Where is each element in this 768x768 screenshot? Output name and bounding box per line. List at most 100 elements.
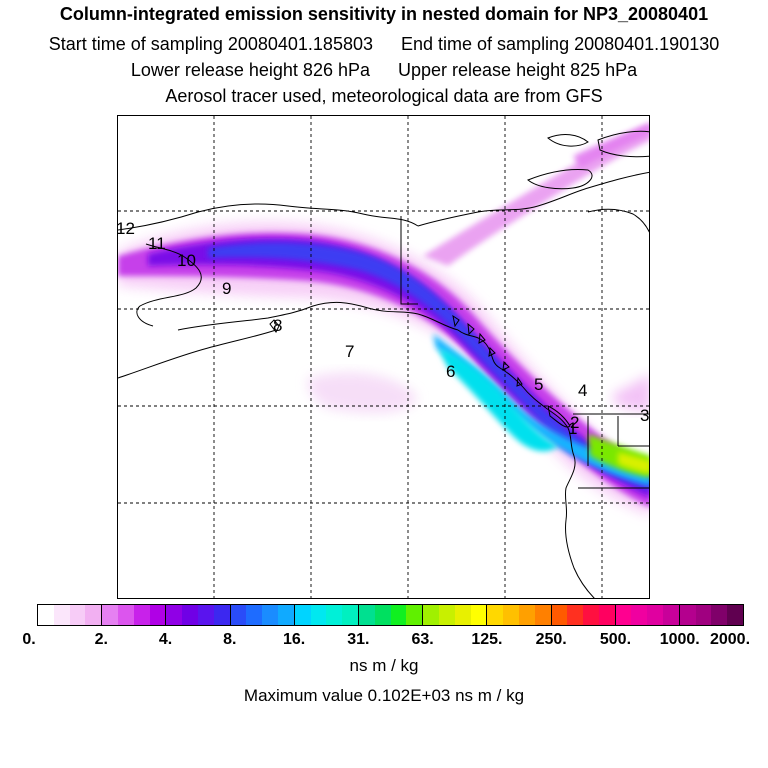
release-point-11: 11 xyxy=(148,234,166,253)
colorbar-swatch xyxy=(534,605,552,625)
plume-yellow-core xyxy=(618,452,649,474)
colorbar-swatch xyxy=(38,605,54,625)
colorbar-swatch xyxy=(117,605,134,625)
plume-ne-tail xyxy=(573,124,649,168)
colorbar-tick-label: 0. xyxy=(22,631,36,648)
colorbar-tick-label: 1000. xyxy=(659,631,700,648)
colorbar-swatch xyxy=(277,605,295,625)
colorbar-tick-label: 2. xyxy=(94,631,108,648)
plot-title: Column-integrated emission sensitivity i… xyxy=(59,4,709,24)
coast-arctic-islands xyxy=(527,130,649,190)
sensitivity-plume xyxy=(118,122,649,516)
colorbar-swatch xyxy=(197,605,214,625)
release-point-6: 6 xyxy=(446,362,455,381)
plume-outer-haze xyxy=(118,222,649,516)
colorbar-swatch xyxy=(310,605,327,625)
coast-alaska-west xyxy=(136,243,202,327)
colorbar-swatch xyxy=(711,605,728,625)
release-point-12: 12 xyxy=(118,219,135,238)
tracer-info: Aerosol tracer used, meteorological data… xyxy=(165,86,603,106)
colorbar-swatch xyxy=(85,605,103,625)
colorbar-swatch xyxy=(695,605,712,625)
colorbar-swatch xyxy=(423,605,439,625)
colorbar-tick-label: 125. xyxy=(471,631,503,648)
coastlines xyxy=(118,130,649,598)
release-point-3: 3 xyxy=(640,406,649,425)
sensitivity-map: 1 2 3 4 5 6 7 8 9 10 11 12 xyxy=(117,115,650,599)
coast-canada-arctic xyxy=(417,171,649,227)
release-point-4: 4 xyxy=(578,381,587,400)
colorbar-swatch xyxy=(454,605,471,625)
release-point-10: 10 xyxy=(177,251,196,270)
plume-cyan-patch xyxy=(438,348,558,452)
colorbar-swatch xyxy=(727,605,744,625)
coast-west-us xyxy=(565,519,595,598)
maximum-value-label: Maximum value 0.102E+03 ns m / kg xyxy=(243,686,525,705)
coast-vancouver-island xyxy=(547,405,571,428)
coast-hudson-bay xyxy=(587,208,649,233)
colorbar-swatch xyxy=(230,605,247,625)
colorbar-swatch xyxy=(438,605,455,625)
colorbar-swatch xyxy=(583,605,599,625)
colorbar-swatch xyxy=(374,605,391,625)
release-point-labels: 1 2 3 4 5 6 7 8 9 10 11 12 xyxy=(118,219,649,438)
colorbar-swatch xyxy=(503,605,519,625)
start-time-label: Start time of sampling 20080401.185803 xyxy=(48,34,373,54)
province-borders xyxy=(578,416,649,489)
release-heights: Lower release height 826 hPa Upper releas… xyxy=(0,60,768,81)
colorbar xyxy=(37,604,744,626)
coast-alaska-north xyxy=(118,203,419,231)
colorbar-tick-label: 250. xyxy=(535,631,567,648)
colorbar-swatch xyxy=(149,605,167,625)
upper-release-height: Upper release height 825 hPa xyxy=(398,60,638,80)
colorbar-swatch xyxy=(518,605,535,625)
colorbar-swatch xyxy=(598,605,616,625)
plume-faint-south xyxy=(307,372,418,414)
colorbar-tick-label: 31. xyxy=(347,631,370,648)
end-time-label: End time of sampling 20080401.190130 xyxy=(401,34,720,54)
colorbar-swatch xyxy=(102,605,118,625)
colorbar-swatch xyxy=(615,605,632,625)
colorbar-swatch xyxy=(470,605,488,625)
release-point-9: 9 xyxy=(222,279,231,298)
release-point-1: 1 xyxy=(568,419,577,438)
colorbar-swatch xyxy=(246,605,263,625)
release-point-7: 7 xyxy=(345,342,354,361)
colorbar-swatch xyxy=(133,605,150,625)
colorbar-swatch xyxy=(358,605,375,625)
border-alaska-canada xyxy=(400,216,418,305)
plume-purple-core xyxy=(148,237,649,498)
colorbar-tick-label: 2000. xyxy=(709,631,751,648)
colorbar-tick-label: 16. xyxy=(282,631,306,648)
colorbar-swatch xyxy=(342,605,359,625)
coast-alaska-south xyxy=(177,301,459,331)
release-point-2: 2 xyxy=(570,413,579,432)
colorbar-swatch xyxy=(262,605,278,625)
colorbar-swatch xyxy=(69,605,86,625)
release-point-5: 5 xyxy=(534,375,543,394)
colorbar-swatch xyxy=(182,605,198,625)
colorbar-swatch xyxy=(390,605,407,625)
sampling-times: Start time of sampling 20080401.185803 En… xyxy=(0,34,768,55)
plume-east-tail xyxy=(613,375,649,411)
colorbar-swatch xyxy=(663,605,680,625)
colorbar-swatch xyxy=(53,605,70,625)
colorbar-swatch xyxy=(551,605,568,625)
latlon-grid xyxy=(118,116,649,598)
map-canvas: 1 2 3 4 5 6 7 8 9 10 11 12 xyxy=(118,116,649,598)
colorbar-swatch xyxy=(567,605,584,625)
colorbar-swatch xyxy=(213,605,231,625)
release-point-8: 8 xyxy=(273,316,282,335)
colorbar-swatch xyxy=(487,605,504,625)
colorbar-swatch xyxy=(294,605,311,625)
colorbar-swatch xyxy=(631,605,648,625)
colorbar-tick-label: 500. xyxy=(599,631,632,648)
units-label: ns m / kg xyxy=(349,656,419,675)
colorbar-swatch xyxy=(679,605,696,625)
colorbar-swatch xyxy=(406,605,424,625)
colorbar-tick-label: 63. xyxy=(411,631,434,648)
coast-panhandle xyxy=(457,329,547,409)
lower-release-height: Lower release height 826 hPa xyxy=(130,60,370,80)
colorbar-swatch xyxy=(166,605,183,625)
coast-bc xyxy=(545,407,576,521)
